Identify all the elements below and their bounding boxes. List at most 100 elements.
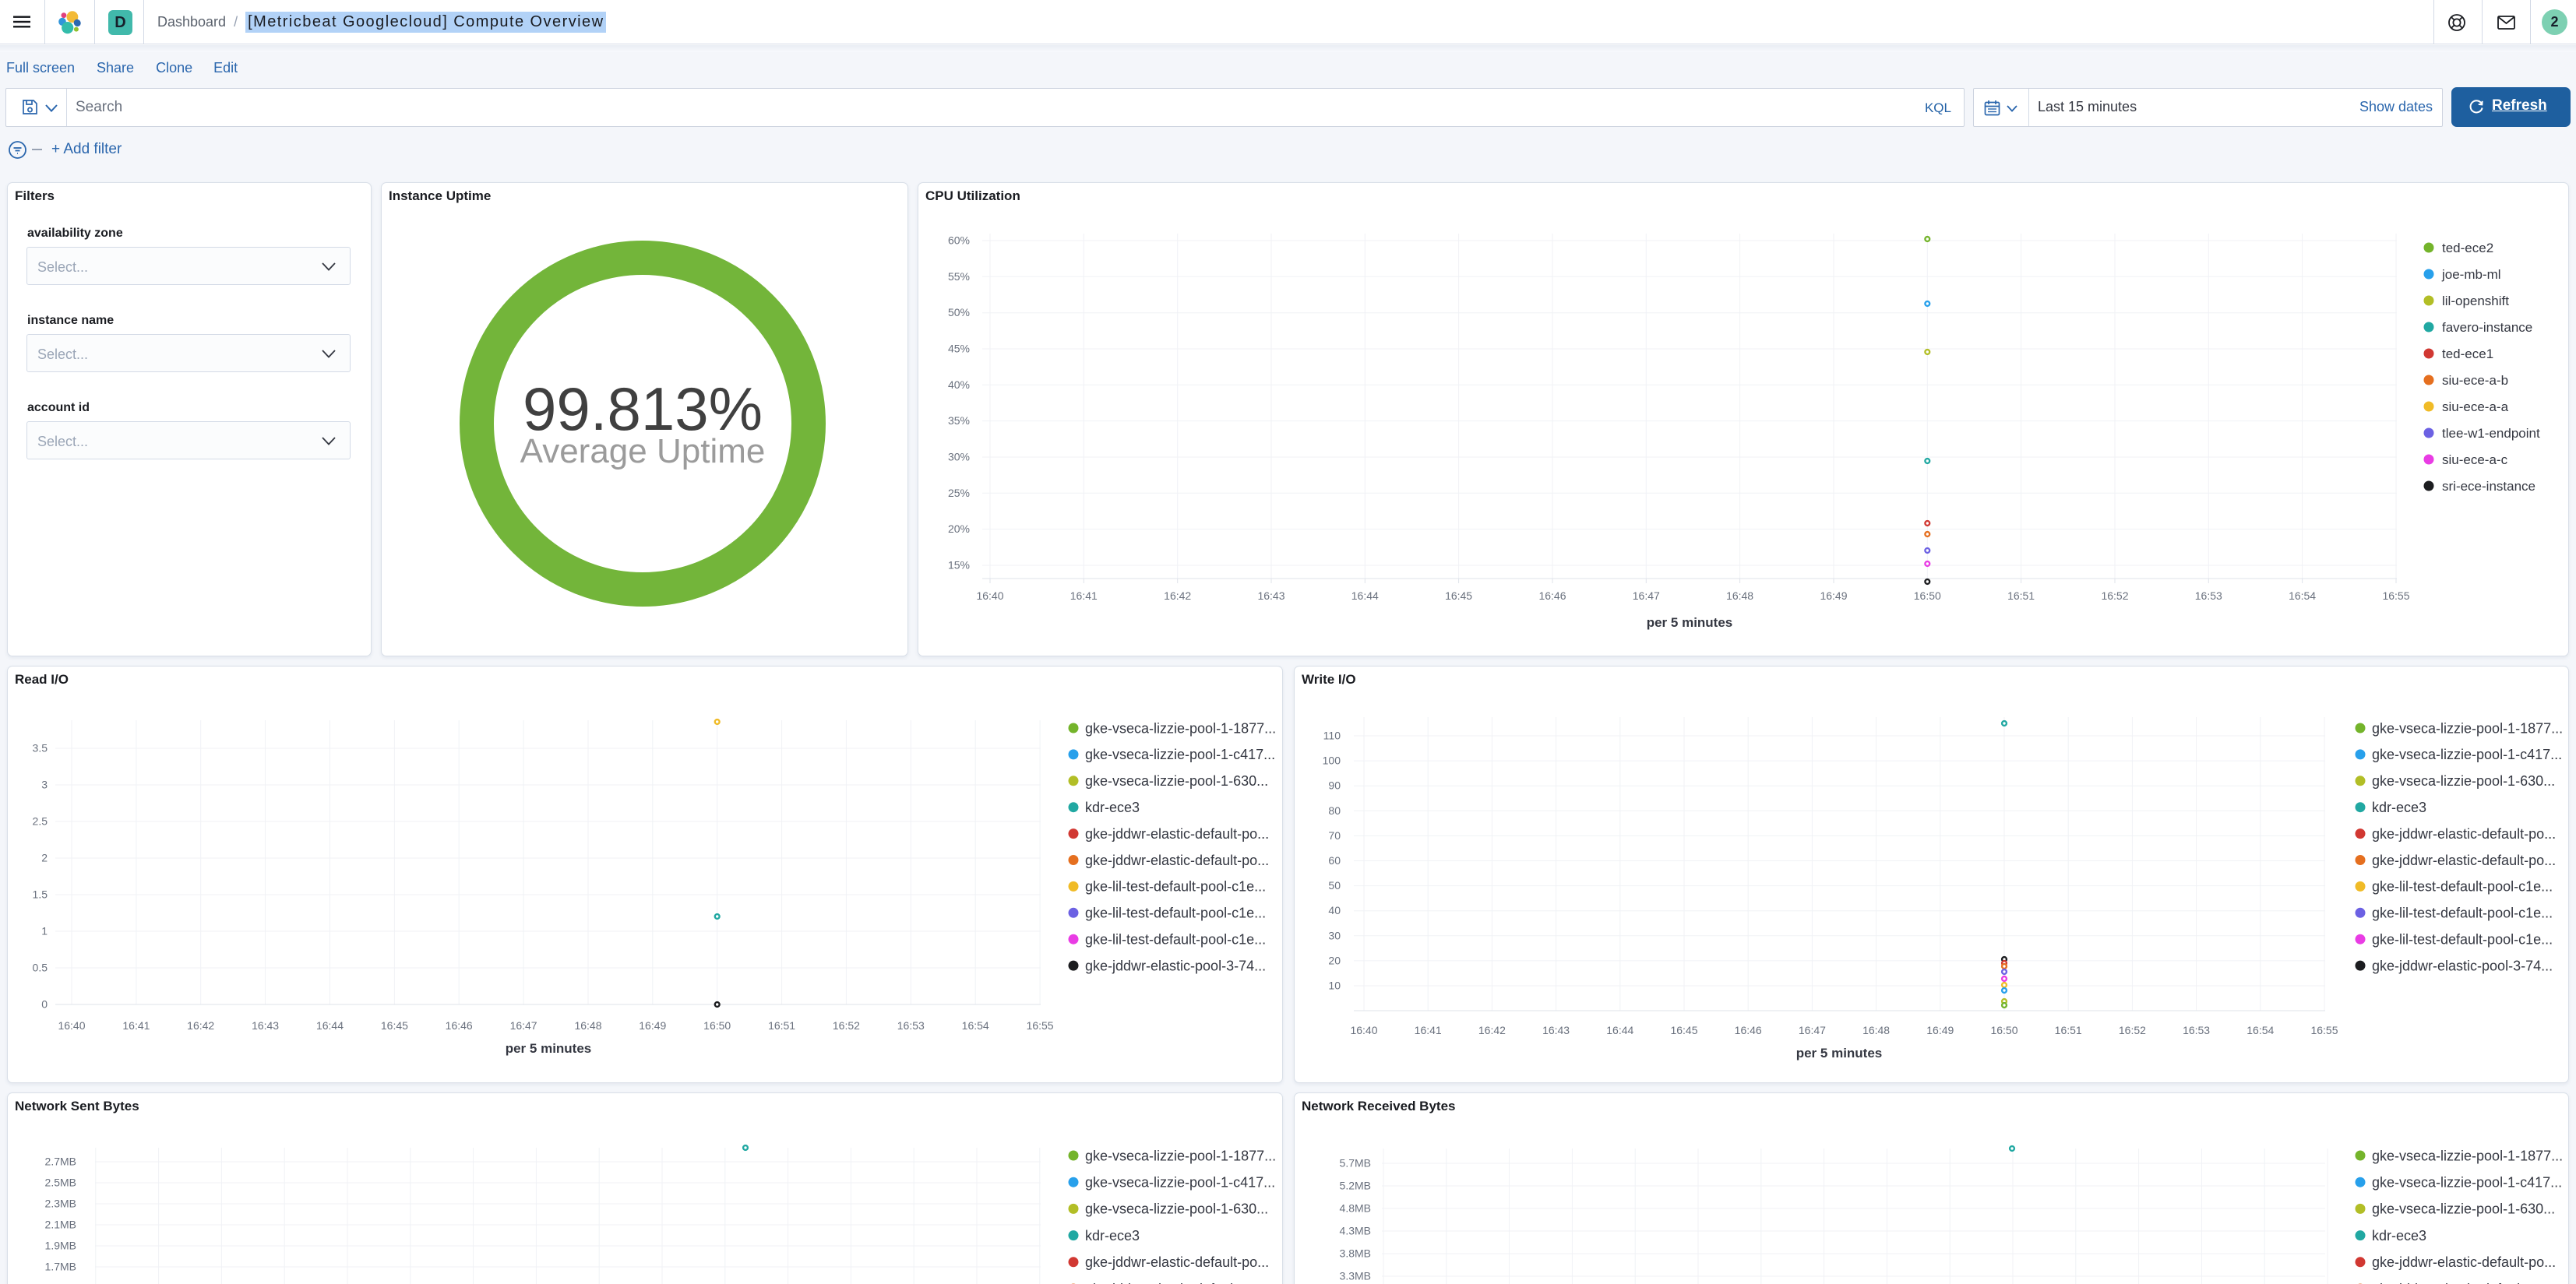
svg-text:16:48: 16:48	[574, 1019, 601, 1032]
svg-text:16:41: 16:41	[122, 1019, 150, 1032]
svg-text:5.7MB: 5.7MB	[1340, 1157, 1371, 1170]
svg-text:16:55: 16:55	[2382, 589, 2409, 602]
svg-text:16:46: 16:46	[1735, 1024, 1762, 1036]
svg-text:gke-vseca-lizzie-pool-1-630...: gke-vseca-lizzie-pool-1-630...	[2372, 1201, 2555, 1217]
svg-text:16:52: 16:52	[2101, 589, 2128, 602]
svg-text:16:50: 16:50	[703, 1019, 731, 1032]
svg-text:16:52: 16:52	[2119, 1024, 2146, 1036]
svg-text:gke-vseca-lizzie-pool-1-c417..: gke-vseca-lizzie-pool-1-c417...	[1085, 1175, 1275, 1191]
svg-text:gke-vseca-lizzie-pool-1-c417..: gke-vseca-lizzie-pool-1-c417...	[2372, 1175, 2562, 1191]
svg-text:16:41: 16:41	[1415, 1024, 1442, 1036]
svg-text:16:50: 16:50	[1914, 589, 1941, 602]
svg-text:3.5: 3.5	[33, 742, 48, 755]
svg-text:2.5: 2.5	[33, 815, 48, 828]
svg-text:16:40: 16:40	[976, 589, 1003, 602]
svg-text:1.7MB: 1.7MB	[45, 1261, 76, 1273]
svg-text:gke-jddwr-elastic-default-po..: gke-jddwr-elastic-default-po...	[2372, 826, 2556, 842]
svg-text:2.5MB: 2.5MB	[45, 1177, 76, 1189]
svg-text:16:42: 16:42	[187, 1019, 214, 1032]
svg-text:16:45: 16:45	[1670, 1024, 1697, 1036]
svg-text:16:45: 16:45	[1445, 589, 1472, 602]
svg-text:20%: 20%	[948, 522, 970, 535]
svg-text:kdr-ece3: kdr-ece3	[1085, 1228, 1140, 1244]
svg-text:16:41: 16:41	[1070, 589, 1098, 602]
svg-text:sri-ece-instance: sri-ece-instance	[2442, 479, 2535, 494]
svg-text:gke-lil-test-default-pool-c1e.: gke-lil-test-default-pool-c1e...	[1085, 932, 1266, 948]
svg-text:gke-lil-test-default-pool-c1e.: gke-lil-test-default-pool-c1e...	[2372, 879, 2553, 895]
svg-text:16:55: 16:55	[2310, 1024, 2338, 1036]
svg-text:gke-vseca-lizzie-pool-1-c417..: gke-vseca-lizzie-pool-1-c417...	[1085, 747, 1275, 762]
svg-text:gke-vseca-lizzie-pool-1-1877..: gke-vseca-lizzie-pool-1-1877...	[1085, 1148, 1276, 1163]
svg-text:gke-jddwr-elastic-default-po..: gke-jddwr-elastic-default-po...	[2372, 853, 2556, 868]
svg-text:gke-vseca-lizzie-pool-1-1877..: gke-vseca-lizzie-pool-1-1877...	[2372, 720, 2563, 736]
svg-text:4.3MB: 4.3MB	[1340, 1225, 1371, 1237]
svg-text:3.3MB: 3.3MB	[1340, 1270, 1371, 1282]
svg-text:30%: 30%	[948, 451, 970, 463]
svg-text:40%: 40%	[948, 378, 970, 391]
svg-text:gke-lil-test-default-pool-c1e.: gke-lil-test-default-pool-c1e...	[1085, 906, 1266, 921]
svg-text:99.813%: 99.813%	[523, 375, 763, 443]
svg-text:16:46: 16:46	[446, 1019, 473, 1032]
svg-text:16:49: 16:49	[1820, 589, 1847, 602]
svg-text:gke-jddwr-elastic-default-po..: gke-jddwr-elastic-default-po...	[1085, 1281, 1269, 1284]
svg-text:ted-ece1: ted-ece1	[2442, 347, 2493, 361]
svg-text:16:54: 16:54	[962, 1019, 989, 1032]
svg-text:16:51: 16:51	[2007, 589, 2035, 602]
svg-text:16:42: 16:42	[1478, 1024, 1506, 1036]
svg-text:16:53: 16:53	[2195, 589, 2222, 602]
svg-text:16:43: 16:43	[1542, 1024, 1570, 1036]
svg-text:gke-vseca-lizzie-pool-1-1877..: gke-vseca-lizzie-pool-1-1877...	[2372, 1148, 2563, 1163]
svg-text:3.8MB: 3.8MB	[1340, 1247, 1371, 1260]
svg-text:gke-vseca-lizzie-pool-1-630...: gke-vseca-lizzie-pool-1-630...	[2372, 773, 2555, 789]
svg-text:gke-jddwr-elastic-pool-3-74...: gke-jddwr-elastic-pool-3-74...	[1085, 958, 1266, 973]
svg-text:110: 110	[1323, 730, 1341, 742]
svg-text:gke-jddwr-elastic-default-po..: gke-jddwr-elastic-default-po...	[1085, 1254, 1269, 1270]
svg-text:gke-jddwr-elastic-default-po..: gke-jddwr-elastic-default-po...	[1085, 826, 1269, 842]
svg-text:40: 40	[1328, 904, 1341, 916]
svg-text:lil-openshift: lil-openshift	[2442, 294, 2509, 308]
svg-text:16:50: 16:50	[1990, 1024, 2017, 1036]
svg-text:15%: 15%	[948, 558, 970, 571]
svg-text:20: 20	[1328, 954, 1341, 966]
svg-text:16:45: 16:45	[381, 1019, 408, 1032]
svg-text:gke-jddwr-elastic-default-po..: gke-jddwr-elastic-default-po...	[1085, 853, 1269, 868]
svg-text:siu-ece-a-a: siu-ece-a-a	[2442, 399, 2509, 414]
svg-text:ted-ece2: ted-ece2	[2442, 241, 2493, 255]
svg-text:gke-jddwr-elastic-default-po..: gke-jddwr-elastic-default-po...	[2372, 1281, 2556, 1284]
svg-text:tlee-w1-endpoint: tlee-w1-endpoint	[2442, 426, 2540, 441]
svg-text:per 5 minutes: per 5 minutes	[1647, 615, 1733, 630]
svg-text:90: 90	[1328, 779, 1341, 792]
svg-text:kdr-ece3: kdr-ece3	[2372, 1228, 2426, 1244]
svg-text:gke-vseca-lizzie-pool-1-c417..: gke-vseca-lizzie-pool-1-c417...	[2372, 747, 2562, 762]
svg-text:16:51: 16:51	[2055, 1024, 2082, 1036]
svg-text:16:42: 16:42	[1164, 589, 1191, 602]
svg-text:1.5: 1.5	[33, 888, 48, 901]
svg-text:per 5 minutes: per 5 minutes	[506, 1041, 592, 1056]
svg-text:16:48: 16:48	[1726, 589, 1753, 602]
svg-text:favero-instance: favero-instance	[2442, 320, 2532, 335]
svg-text:0: 0	[41, 998, 48, 1011]
svg-text:16:54: 16:54	[2247, 1024, 2274, 1036]
svg-text:16:47: 16:47	[1799, 1024, 1826, 1036]
svg-text:16:55: 16:55	[1027, 1019, 1054, 1032]
svg-text:16:48: 16:48	[1862, 1024, 1890, 1036]
svg-text:gke-jddwr-elastic-default-po..: gke-jddwr-elastic-default-po...	[2372, 1254, 2556, 1270]
svg-text:per 5 minutes: per 5 minutes	[1796, 1046, 1883, 1061]
svg-text:gke-lil-test-default-pool-c1e.: gke-lil-test-default-pool-c1e...	[2372, 932, 2553, 948]
svg-text:2.1MB: 2.1MB	[45, 1219, 76, 1231]
svg-text:55%: 55%	[948, 270, 970, 283]
svg-text:3: 3	[41, 779, 48, 791]
svg-text:1.9MB: 1.9MB	[45, 1240, 76, 1252]
svg-text:1: 1	[41, 925, 48, 937]
svg-text:35%: 35%	[948, 414, 970, 427]
svg-text:60%: 60%	[948, 234, 970, 247]
svg-text:2.7MB: 2.7MB	[45, 1156, 76, 1168]
svg-text:100: 100	[1323, 755, 1341, 767]
svg-text:50%: 50%	[948, 306, 970, 318]
svg-text:16:46: 16:46	[1538, 589, 1566, 602]
svg-text:70: 70	[1328, 829, 1341, 842]
svg-text:16:43: 16:43	[252, 1019, 279, 1032]
svg-text:Average Uptime: Average Uptime	[520, 432, 766, 470]
svg-text:gke-vseca-lizzie-pool-1-630...: gke-vseca-lizzie-pool-1-630...	[1085, 773, 1268, 789]
svg-text:16:43: 16:43	[1257, 589, 1284, 602]
